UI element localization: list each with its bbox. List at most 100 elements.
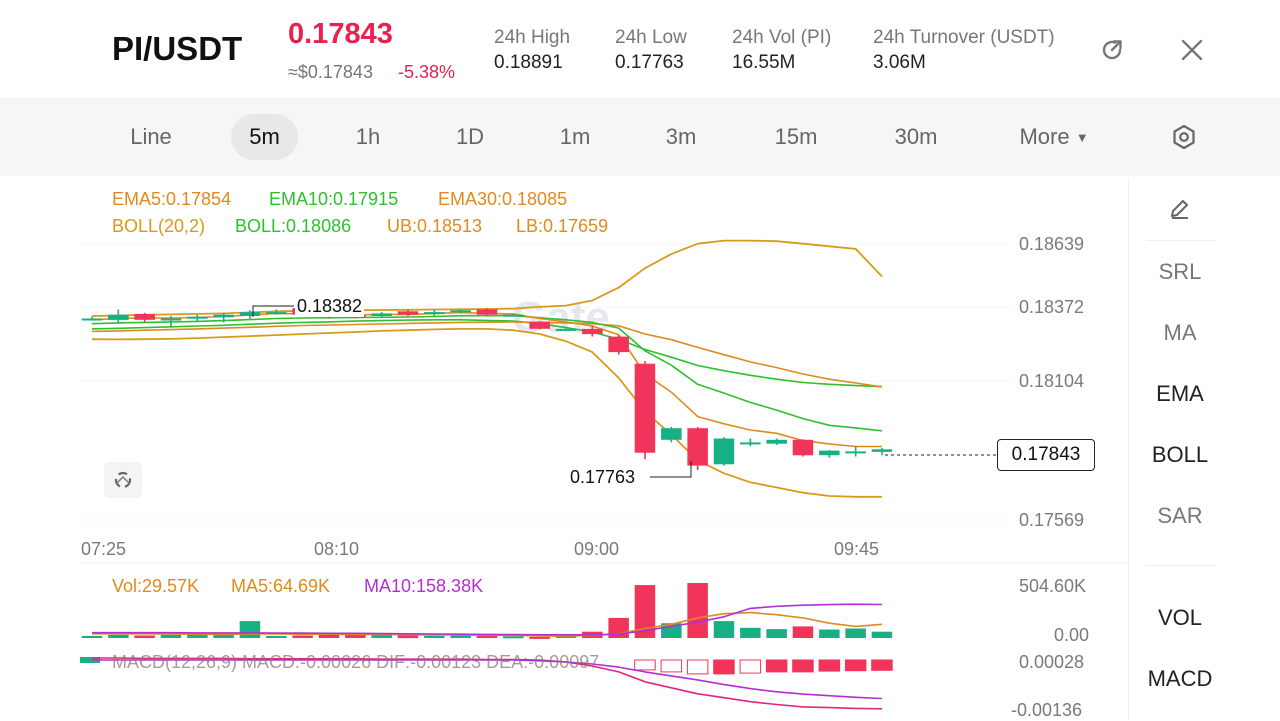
volume-bar <box>503 636 524 639</box>
current-price-tag: 0.17843 <box>997 439 1095 471</box>
high-annotation: 0.18382 <box>295 296 365 317</box>
candle-body <box>792 439 814 456</box>
candle-body <box>239 312 261 316</box>
draw-pencil-icon[interactable] <box>1164 195 1196 223</box>
macd-bar <box>660 659 683 673</box>
volume-bar <box>476 635 498 638</box>
tab-5m[interactable]: 5m <box>231 114 298 160</box>
candle-body <box>266 312 287 315</box>
volume-bar <box>160 634 182 638</box>
tab-30m[interactable]: 30m <box>894 124 938 149</box>
tab-more[interactable]: More ▼ <box>1008 114 1100 160</box>
macd-bar <box>739 659 762 674</box>
indicator-macd[interactable]: MACD <box>1147 666 1213 691</box>
macd-bar <box>818 659 841 672</box>
volume-bar <box>634 585 656 638</box>
timeframe-bar <box>0 98 1280 176</box>
indicator-vol[interactable]: VOL <box>1157 605 1203 630</box>
tab-line[interactable]: Line <box>130 124 172 149</box>
y-tick-2: 0.18372 <box>1019 297 1085 317</box>
candle-body <box>871 449 893 452</box>
candle-body <box>634 363 656 453</box>
tab-1h[interactable]: 1h <box>355 124 381 149</box>
volume-bar <box>687 583 708 638</box>
macd-bar <box>80 657 100 663</box>
stat-turnover-value: 3.06M <box>873 52 926 73</box>
indicator-ma[interactable]: MA <box>1163 320 1197 345</box>
chart-reset-icon[interactable] <box>104 462 142 498</box>
x-tick-4: 09:45 <box>834 539 880 559</box>
price-change: -5.38% <box>398 62 456 82</box>
settings-icon[interactable] <box>1168 121 1200 153</box>
volume-bar <box>345 634 366 638</box>
candle-body <box>424 312 445 315</box>
legend-vol: Vol:29.57K <box>112 576 200 596</box>
candle-body <box>555 328 577 331</box>
y-tick-3: 0.18104 <box>1019 371 1085 391</box>
volume-bar <box>766 629 787 638</box>
legend-boll-lb: LB:0.17659 <box>516 216 609 236</box>
indicator-boll[interactable]: BOLL <box>1151 442 1209 467</box>
candle-body <box>397 311 419 315</box>
volume-bar <box>213 635 234 638</box>
candle-body <box>819 450 840 456</box>
volume-bar <box>424 635 445 638</box>
candle-body <box>187 316 208 319</box>
candle-body <box>608 336 629 353</box>
legend-vol-ma10: MA10:158.38K <box>364 576 484 596</box>
tab-1d[interactable]: 1D <box>455 124 485 149</box>
candle-body <box>108 314 129 320</box>
candle-body <box>81 318 103 321</box>
volume-bar <box>713 621 735 638</box>
vol-y-tick-2: 0.00 <box>1054 625 1090 645</box>
volume-bar <box>845 628 866 638</box>
indicator-srl[interactable]: SRL <box>1158 259 1202 284</box>
main-series <box>81 239 893 498</box>
stat-high-label: 24h High <box>494 27 571 48</box>
caret-down-icon: ▼ <box>1075 130 1089 145</box>
macd-bar <box>686 659 709 675</box>
stat-low-label: 24h Low <box>615 27 687 48</box>
legend-boll-ub: UB:0.18513 <box>387 216 483 236</box>
indicator-ema[interactable]: EMA <box>1156 381 1204 406</box>
volume-bar <box>81 635 103 638</box>
candle-body <box>766 439 787 444</box>
side-divider <box>1146 240 1216 241</box>
tab-1m[interactable]: 1m <box>559 124 591 149</box>
macd-bar <box>765 659 788 673</box>
macd-bar <box>713 659 735 675</box>
legend-macd: MACD(12,26,9) MACD:-0.00026 DIF:-0.00123… <box>112 652 600 672</box>
candle-body <box>371 313 392 316</box>
vol-y-tick-1: 504.60K <box>1019 576 1087 596</box>
x-tick-3: 09:00 <box>574 539 620 559</box>
legend-boll-mid: BOLL:0.18086 <box>235 216 352 236</box>
pair-title: PI/USDT <box>112 30 243 67</box>
volume-bar <box>740 627 761 638</box>
vol-ma10-line <box>92 603 883 636</box>
stat-vol-label: 24h Vol (PI) <box>732 27 832 48</box>
ema30-line <box>91 321 883 388</box>
share-icon[interactable] <box>1096 34 1128 66</box>
macd-bar <box>792 659 814 673</box>
legend-ema5: EMA5:0.17854 <box>112 189 232 209</box>
macd-y-tick-2: -0.00136 <box>1011 700 1083 720</box>
macd-bar <box>871 659 893 671</box>
indicator-sar[interactable]: SAR <box>1157 503 1203 528</box>
volume-bar <box>529 636 550 639</box>
candle-body <box>134 313 155 320</box>
volume-bar <box>819 629 840 638</box>
candle-body <box>740 442 761 445</box>
volume-bar <box>371 633 392 638</box>
volume-bar <box>134 635 155 638</box>
tab-15m[interactable]: 15m <box>774 124 818 149</box>
y-tick-1: 0.18639 <box>1019 234 1085 254</box>
volume-bar <box>792 626 814 638</box>
candle-body <box>845 451 866 454</box>
tab-3m[interactable]: 3m <box>665 124 697 149</box>
close-icon[interactable] <box>1176 34 1208 66</box>
stat-high-value: 0.18891 <box>494 52 563 73</box>
stat-low-value: 0.17763 <box>615 52 684 73</box>
macd-series <box>80 657 893 710</box>
